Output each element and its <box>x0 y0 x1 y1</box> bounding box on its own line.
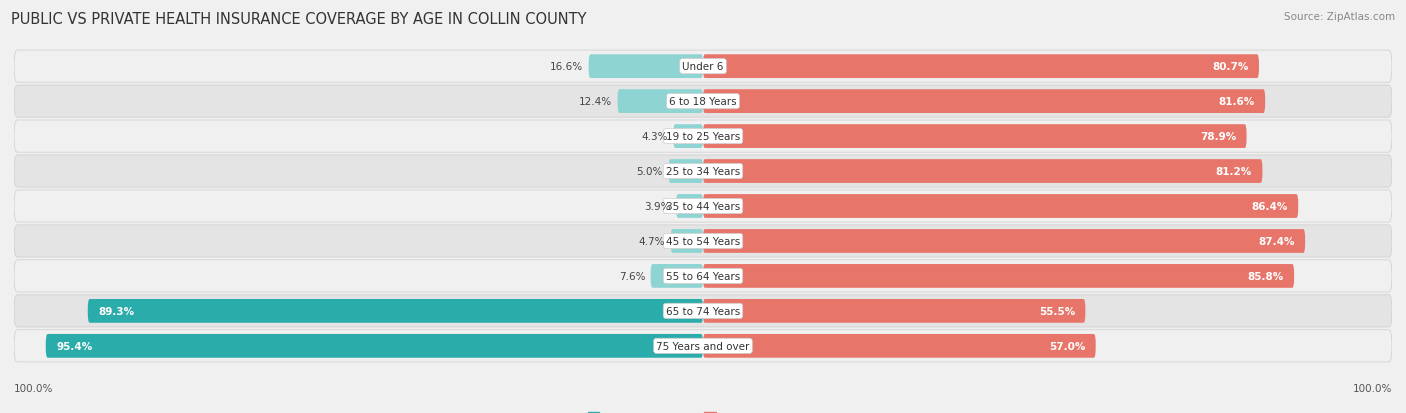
FancyBboxPatch shape <box>617 90 703 114</box>
Text: 5.0%: 5.0% <box>637 166 664 177</box>
Text: 12.4%: 12.4% <box>579 97 612 107</box>
Text: 80.7%: 80.7% <box>1212 62 1249 72</box>
FancyBboxPatch shape <box>669 160 703 183</box>
Text: 65 to 74 Years: 65 to 74 Years <box>666 306 740 316</box>
FancyBboxPatch shape <box>703 55 1258 79</box>
FancyBboxPatch shape <box>14 260 1392 292</box>
Text: 7.6%: 7.6% <box>619 271 645 281</box>
FancyBboxPatch shape <box>671 230 703 253</box>
FancyBboxPatch shape <box>14 330 1392 362</box>
FancyBboxPatch shape <box>14 225 1392 257</box>
FancyBboxPatch shape <box>703 195 1298 218</box>
Text: 100.0%: 100.0% <box>14 382 53 393</box>
Text: 19 to 25 Years: 19 to 25 Years <box>666 132 740 142</box>
Text: 55 to 64 Years: 55 to 64 Years <box>666 271 740 281</box>
Text: Under 6: Under 6 <box>682 62 724 72</box>
Text: 100.0%: 100.0% <box>1353 382 1392 393</box>
Text: 35 to 44 Years: 35 to 44 Years <box>666 202 740 211</box>
FancyBboxPatch shape <box>703 299 1085 323</box>
FancyBboxPatch shape <box>703 334 1095 358</box>
FancyBboxPatch shape <box>87 299 703 323</box>
Text: 16.6%: 16.6% <box>550 62 583 72</box>
Text: 78.9%: 78.9% <box>1199 132 1236 142</box>
FancyBboxPatch shape <box>676 195 703 218</box>
Text: 25 to 34 Years: 25 to 34 Years <box>666 166 740 177</box>
FancyBboxPatch shape <box>703 230 1305 253</box>
FancyBboxPatch shape <box>14 86 1392 118</box>
Text: 55.5%: 55.5% <box>1039 306 1076 316</box>
FancyBboxPatch shape <box>14 121 1392 153</box>
FancyBboxPatch shape <box>673 125 703 149</box>
Text: 57.0%: 57.0% <box>1049 341 1085 351</box>
FancyBboxPatch shape <box>46 334 703 358</box>
Text: 45 to 54 Years: 45 to 54 Years <box>666 236 740 247</box>
FancyBboxPatch shape <box>14 51 1392 83</box>
Legend: Public Insurance, Private Insurance: Public Insurance, Private Insurance <box>583 408 823 413</box>
FancyBboxPatch shape <box>14 156 1392 188</box>
FancyBboxPatch shape <box>14 295 1392 327</box>
Text: 4.3%: 4.3% <box>641 132 668 142</box>
Text: 81.2%: 81.2% <box>1216 166 1253 177</box>
Text: 4.7%: 4.7% <box>638 236 665 247</box>
FancyBboxPatch shape <box>589 55 703 79</box>
FancyBboxPatch shape <box>703 160 1263 183</box>
FancyBboxPatch shape <box>14 190 1392 223</box>
Text: 85.8%: 85.8% <box>1247 271 1284 281</box>
FancyBboxPatch shape <box>703 90 1265 114</box>
Text: 87.4%: 87.4% <box>1258 236 1295 247</box>
Text: 3.9%: 3.9% <box>644 202 671 211</box>
FancyBboxPatch shape <box>651 264 703 288</box>
Text: Source: ZipAtlas.com: Source: ZipAtlas.com <box>1284 12 1395 22</box>
Text: 75 Years and over: 75 Years and over <box>657 341 749 351</box>
FancyBboxPatch shape <box>703 125 1247 149</box>
FancyBboxPatch shape <box>703 264 1294 288</box>
Text: PUBLIC VS PRIVATE HEALTH INSURANCE COVERAGE BY AGE IN COLLIN COUNTY: PUBLIC VS PRIVATE HEALTH INSURANCE COVER… <box>11 12 586 27</box>
Text: 6 to 18 Years: 6 to 18 Years <box>669 97 737 107</box>
Text: 95.4%: 95.4% <box>56 341 93 351</box>
Text: 81.6%: 81.6% <box>1219 97 1254 107</box>
Text: 86.4%: 86.4% <box>1251 202 1288 211</box>
Text: 89.3%: 89.3% <box>98 306 134 316</box>
